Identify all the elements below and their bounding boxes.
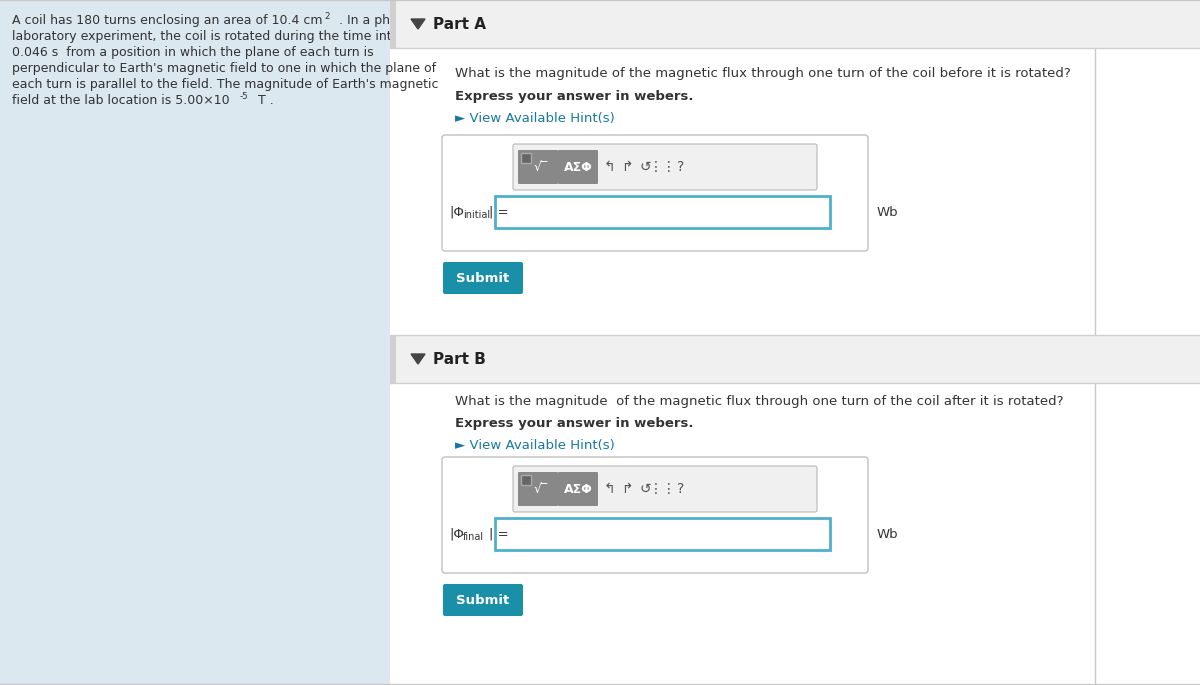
Text: ⋮⋮: ⋮⋮	[649, 160, 677, 174]
FancyBboxPatch shape	[518, 472, 558, 506]
Text: . In a physics: . In a physics	[335, 14, 421, 27]
Text: laboratory experiment, the coil is rotated during the time interval: laboratory experiment, the coil is rotat…	[12, 30, 424, 43]
FancyBboxPatch shape	[443, 262, 523, 294]
Text: √‾: √‾	[534, 482, 548, 495]
Text: Submit: Submit	[456, 593, 510, 606]
Text: |Φ: |Φ	[449, 206, 464, 219]
FancyBboxPatch shape	[496, 518, 830, 550]
Text: -5: -5	[240, 92, 248, 101]
FancyBboxPatch shape	[390, 0, 1200, 685]
Text: ► View Available Hint(s): ► View Available Hint(s)	[455, 112, 614, 125]
Text: ↰: ↰	[604, 160, 614, 174]
FancyBboxPatch shape	[442, 135, 868, 251]
FancyBboxPatch shape	[390, 335, 396, 383]
Text: Wb: Wb	[877, 206, 899, 219]
Text: ↰: ↰	[604, 482, 614, 496]
Text: final: final	[463, 532, 484, 542]
Text: ↺: ↺	[640, 482, 650, 496]
Text: ↱: ↱	[622, 482, 632, 496]
Text: Part A: Part A	[433, 16, 486, 32]
FancyBboxPatch shape	[521, 475, 530, 485]
Text: ► View Available Hint(s): ► View Available Hint(s)	[455, 439, 614, 452]
Text: Express your answer in webers.: Express your answer in webers.	[455, 417, 694, 430]
FancyBboxPatch shape	[390, 0, 396, 48]
Text: ↱: ↱	[622, 160, 632, 174]
Text: ΑΣΦ: ΑΣΦ	[564, 482, 593, 495]
FancyBboxPatch shape	[390, 335, 1200, 383]
FancyBboxPatch shape	[0, 0, 390, 685]
Text: 2: 2	[324, 12, 330, 21]
FancyBboxPatch shape	[518, 150, 558, 184]
FancyBboxPatch shape	[496, 196, 830, 228]
Text: |Φ: |Φ	[449, 527, 464, 540]
Text: Express your answer in webers.: Express your answer in webers.	[455, 90, 694, 103]
Text: ⋮⋮: ⋮⋮	[649, 482, 677, 496]
FancyBboxPatch shape	[558, 472, 598, 506]
FancyBboxPatch shape	[558, 150, 598, 184]
FancyBboxPatch shape	[514, 144, 817, 190]
Text: A coil has 180 turns enclosing an area of 10.4 cm: A coil has 180 turns enclosing an area o…	[12, 14, 323, 27]
Text: initial: initial	[463, 210, 490, 220]
Text: field at the lab location is 5.00×10: field at the lab location is 5.00×10	[12, 94, 229, 107]
Text: 0.046 s  from a position in which the plane of each turn is: 0.046 s from a position in which the pla…	[12, 46, 373, 59]
Text: ↺: ↺	[640, 160, 650, 174]
Polygon shape	[410, 19, 425, 29]
Text: T .: T .	[254, 94, 274, 107]
Text: ?: ?	[677, 482, 685, 496]
Text: perpendicular to Earth's magnetic field to one in which the plane of: perpendicular to Earth's magnetic field …	[12, 62, 436, 75]
Text: Submit: Submit	[456, 271, 510, 284]
Text: | =: | =	[490, 206, 509, 219]
Polygon shape	[410, 354, 425, 364]
Text: ΑΣΦ: ΑΣΦ	[564, 160, 593, 173]
Text: each turn is parallel to the field. The magnitude of Earth's magnetic: each turn is parallel to the field. The …	[12, 78, 438, 91]
FancyBboxPatch shape	[442, 457, 868, 573]
FancyBboxPatch shape	[390, 0, 1200, 48]
FancyBboxPatch shape	[514, 466, 817, 512]
Text: What is the magnitude  of the magnetic flux through one turn of the coil after i: What is the magnitude of the magnetic fl…	[455, 395, 1063, 408]
FancyBboxPatch shape	[443, 584, 523, 616]
Text: Part B: Part B	[433, 351, 486, 366]
Text: ?: ?	[677, 160, 685, 174]
Text: √‾: √‾	[534, 160, 548, 173]
Text: What is the magnitude of the magnetic flux through one turn of the coil before i: What is the magnitude of the magnetic fl…	[455, 67, 1070, 80]
Text: | =: | =	[490, 527, 509, 540]
FancyBboxPatch shape	[521, 153, 530, 163]
Text: Wb: Wb	[877, 527, 899, 540]
